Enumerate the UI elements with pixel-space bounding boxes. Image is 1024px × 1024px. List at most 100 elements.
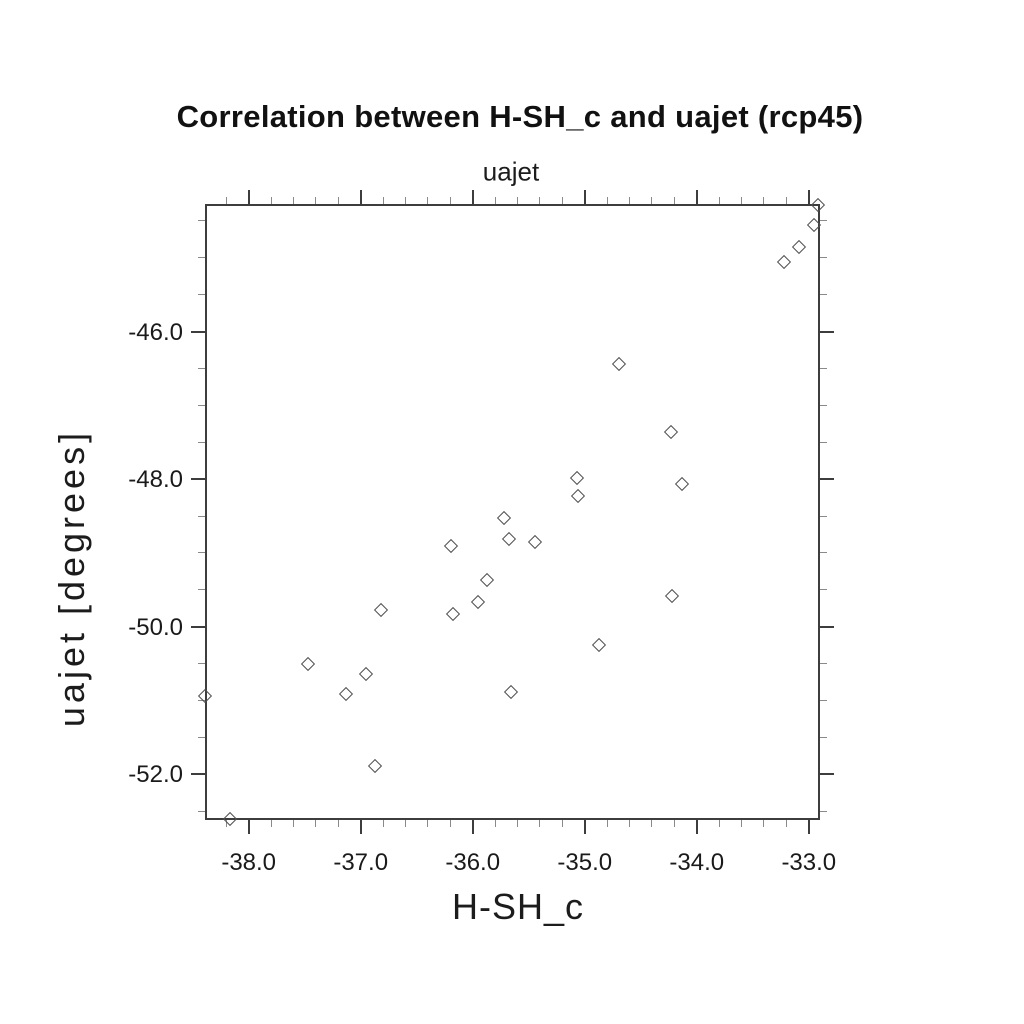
- y-tick-left-minor: [198, 810, 205, 812]
- axes-and-points-layer: [191, 190, 834, 834]
- x-tick-top-major: [247, 190, 250, 204]
- x-tick-top-minor: [741, 197, 743, 204]
- y-tick-left-major: [191, 330, 205, 333]
- x-tick-bottom-minor: [785, 820, 787, 827]
- x-tick-bottom-major: [583, 820, 586, 834]
- y-tick-right-minor: [820, 441, 827, 443]
- x-tick-top-major: [695, 190, 698, 204]
- x-tick-bottom-minor: [427, 820, 429, 827]
- y-tick-label: -50.0: [128, 613, 183, 641]
- y-tick-right-minor: [820, 552, 827, 554]
- y-tick-right-minor: [820, 810, 827, 812]
- y-tick-right-minor: [820, 257, 827, 259]
- data-point-diamond: [359, 666, 374, 681]
- data-point-diamond: [612, 357, 627, 372]
- x-tick-top-major: [583, 190, 586, 204]
- x-tick-top-minor: [427, 197, 429, 204]
- y-tick-right-minor: [820, 663, 827, 665]
- x-tick-bottom-minor: [494, 820, 496, 827]
- y-tick-left-minor: [198, 736, 205, 738]
- x-tick-bottom-minor: [517, 820, 519, 827]
- x-tick-bottom-minor: [741, 820, 743, 827]
- data-point-diamond: [665, 589, 680, 604]
- x-tick-top-major: [359, 190, 362, 204]
- x-tick-top-minor: [337, 197, 339, 204]
- data-point-diamond: [373, 602, 388, 617]
- x-tick-bottom-major: [807, 820, 810, 834]
- x-tick-top-minor: [629, 197, 631, 204]
- y-tick-right-major: [820, 330, 834, 333]
- x-tick-bottom-minor: [225, 820, 227, 827]
- y-tick-right-minor: [820, 515, 827, 517]
- y-tick-right-minor: [820, 699, 827, 701]
- x-tick-bottom-minor: [718, 820, 720, 827]
- data-point-diamond: [445, 607, 460, 622]
- x-tick-bottom-minor: [606, 820, 608, 827]
- x-tick-top-minor: [449, 197, 451, 204]
- y-tick-label: -48.0: [128, 466, 183, 494]
- x-tick-label: -36.0: [445, 849, 501, 876]
- data-point-diamond: [569, 470, 584, 485]
- x-tick-bottom-minor: [270, 820, 272, 827]
- y-tick-right-minor: [820, 404, 827, 406]
- data-point-diamond: [810, 197, 825, 212]
- y-axis-label: uajet [degrees]: [51, 428, 92, 728]
- data-point-diamond: [497, 511, 512, 526]
- x-tick-bottom-minor: [382, 820, 384, 827]
- y-tick-left-minor: [198, 220, 205, 222]
- data-point-diamond: [570, 489, 586, 504]
- x-tick-top-minor: [673, 197, 675, 204]
- y-tick-right-major: [820, 478, 834, 481]
- x-tick-label: -34.0: [669, 849, 725, 876]
- x-tick-bottom-major: [471, 820, 474, 834]
- chart-title: Correlation between H-SH_c and uajet (rc…: [176, 99, 864, 134]
- data-point-diamond: [368, 759, 383, 774]
- y-tick-left-major: [191, 478, 205, 481]
- y-tick-left-minor: [198, 294, 205, 296]
- y-tick-label: -52.0: [128, 761, 183, 789]
- y-tick-left-minor: [198, 699, 205, 701]
- x-tick-bottom-minor: [673, 820, 675, 827]
- x-axis-label: H-SH_c: [451, 886, 585, 927]
- data-point-diamond: [300, 656, 316, 671]
- x-tick-label: -38.0: [221, 849, 277, 876]
- x-tick-top-minor: [561, 197, 563, 204]
- y-tick-left-minor: [198, 515, 205, 517]
- chart-subtitle: uajet: [482, 156, 540, 187]
- data-point-diamond: [444, 539, 459, 554]
- x-tick-bottom-major: [695, 820, 698, 834]
- y-tick-right-major: [820, 773, 834, 776]
- x-tick-bottom-minor: [629, 820, 631, 827]
- plot-frame: [205, 204, 820, 820]
- y-tick-left-minor: [198, 257, 205, 259]
- y-tick-right-minor: [820, 736, 827, 738]
- x-tick-top-minor: [718, 197, 720, 204]
- x-tick-label: -35.0: [557, 849, 613, 876]
- y-tick-right-minor: [820, 368, 827, 369]
- x-tick-bottom-major: [359, 820, 362, 834]
- y-tick-label: -46.0: [128, 318, 183, 346]
- x-tick-top-major: [807, 190, 810, 204]
- x-tick-top-minor: [315, 197, 317, 204]
- y-tick-left-major: [191, 773, 205, 776]
- x-tick-top-minor: [292, 197, 294, 204]
- data-point-diamond: [471, 595, 486, 610]
- y-tick-right-minor: [820, 220, 827, 222]
- x-tick-label: -33.0: [781, 849, 837, 876]
- x-tick-top-minor: [225, 197, 227, 204]
- y-tick-right-minor: [820, 294, 827, 296]
- x-tick-bottom-minor: [449, 820, 451, 827]
- x-tick-top-minor: [494, 197, 496, 204]
- data-point-diamond: [480, 572, 495, 587]
- x-tick-top-major: [471, 190, 474, 204]
- data-point-diamond: [501, 531, 516, 546]
- x-tick-top-minor: [405, 197, 407, 204]
- x-tick-bottom-minor: [337, 820, 339, 827]
- data-point-diamond: [663, 424, 679, 440]
- data-point-diamond: [791, 239, 806, 254]
- x-tick-bottom-minor: [539, 820, 541, 827]
- y-tick-left-minor: [198, 368, 205, 369]
- y-tick-right-major: [820, 625, 834, 628]
- x-tick-bottom-minor: [292, 820, 294, 827]
- x-tick-top-minor: [539, 197, 541, 204]
